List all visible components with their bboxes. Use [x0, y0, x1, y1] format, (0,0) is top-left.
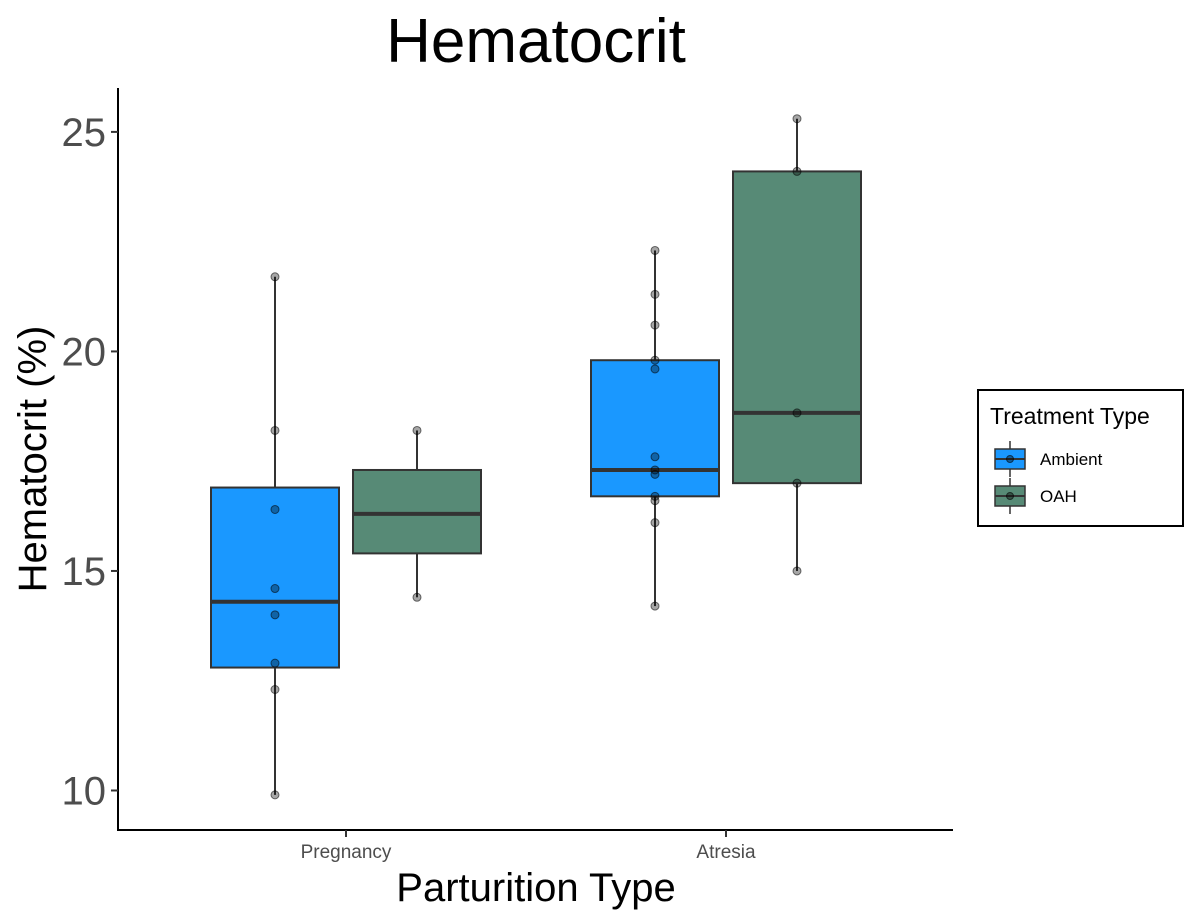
legend-label: Ambient — [1040, 450, 1103, 469]
box — [210, 486, 340, 669]
data-point — [270, 272, 280, 282]
y-tick-label: 10 — [62, 769, 107, 813]
y-tick-label: 15 — [62, 550, 107, 594]
data-point — [270, 610, 280, 620]
box-group-oah-atresia — [732, 114, 862, 576]
legend-entry-ambient: Ambient — [994, 441, 1103, 477]
legend-entry-oah: OAH — [994, 478, 1077, 514]
data-point — [792, 478, 802, 488]
data-point — [270, 658, 280, 668]
data-point — [792, 114, 802, 124]
legend-key-point — [1006, 492, 1014, 500]
data-point — [650, 491, 660, 501]
box-group-ambient-pregnancy — [210, 272, 340, 800]
x-tick-label: Atresia — [696, 842, 756, 863]
legend-key-point — [1006, 455, 1014, 463]
y-axis-ticks: 10 15 20 25 — [62, 111, 118, 813]
data-point — [270, 425, 280, 435]
y-tick-label: 25 — [62, 111, 107, 155]
x-axis-title: Parturition Type — [396, 866, 675, 910]
y-axis-title: Hematocrit (%) — [11, 326, 55, 593]
x-tick-label: Pregnancy — [301, 842, 392, 863]
data-point — [650, 320, 660, 330]
data-point — [650, 289, 660, 299]
legend-label: OAH — [1040, 487, 1077, 506]
box-group-oah-pregnancy — [352, 425, 482, 602]
data-point — [792, 166, 802, 176]
data-point — [412, 592, 422, 602]
legend: Treatment Type Ambient OAH — [977, 389, 1184, 527]
data-point — [650, 518, 660, 528]
legend-entries: Ambient OAH — [994, 441, 1103, 514]
legend-title: Treatment Type — [990, 403, 1150, 429]
data-point — [412, 425, 422, 435]
box — [732, 170, 862, 485]
data-point — [650, 355, 660, 365]
data-point — [270, 685, 280, 695]
chart-title: Hematocrit — [386, 7, 686, 76]
data-point — [650, 364, 660, 374]
y-tick-label: 20 — [62, 330, 107, 374]
data-point — [792, 408, 802, 418]
data-point — [650, 452, 660, 462]
data-point — [270, 504, 280, 514]
data-point — [270, 790, 280, 800]
data-point — [650, 601, 660, 611]
data-point — [650, 465, 660, 475]
data-point — [650, 245, 660, 255]
data-point — [792, 566, 802, 576]
data-point — [270, 584, 280, 594]
box-group-ambient-atresia — [590, 245, 720, 611]
box — [352, 468, 482, 555]
plot-area — [210, 114, 862, 800]
x-axis-ticks: Pregnancy Atresia — [301, 830, 756, 863]
